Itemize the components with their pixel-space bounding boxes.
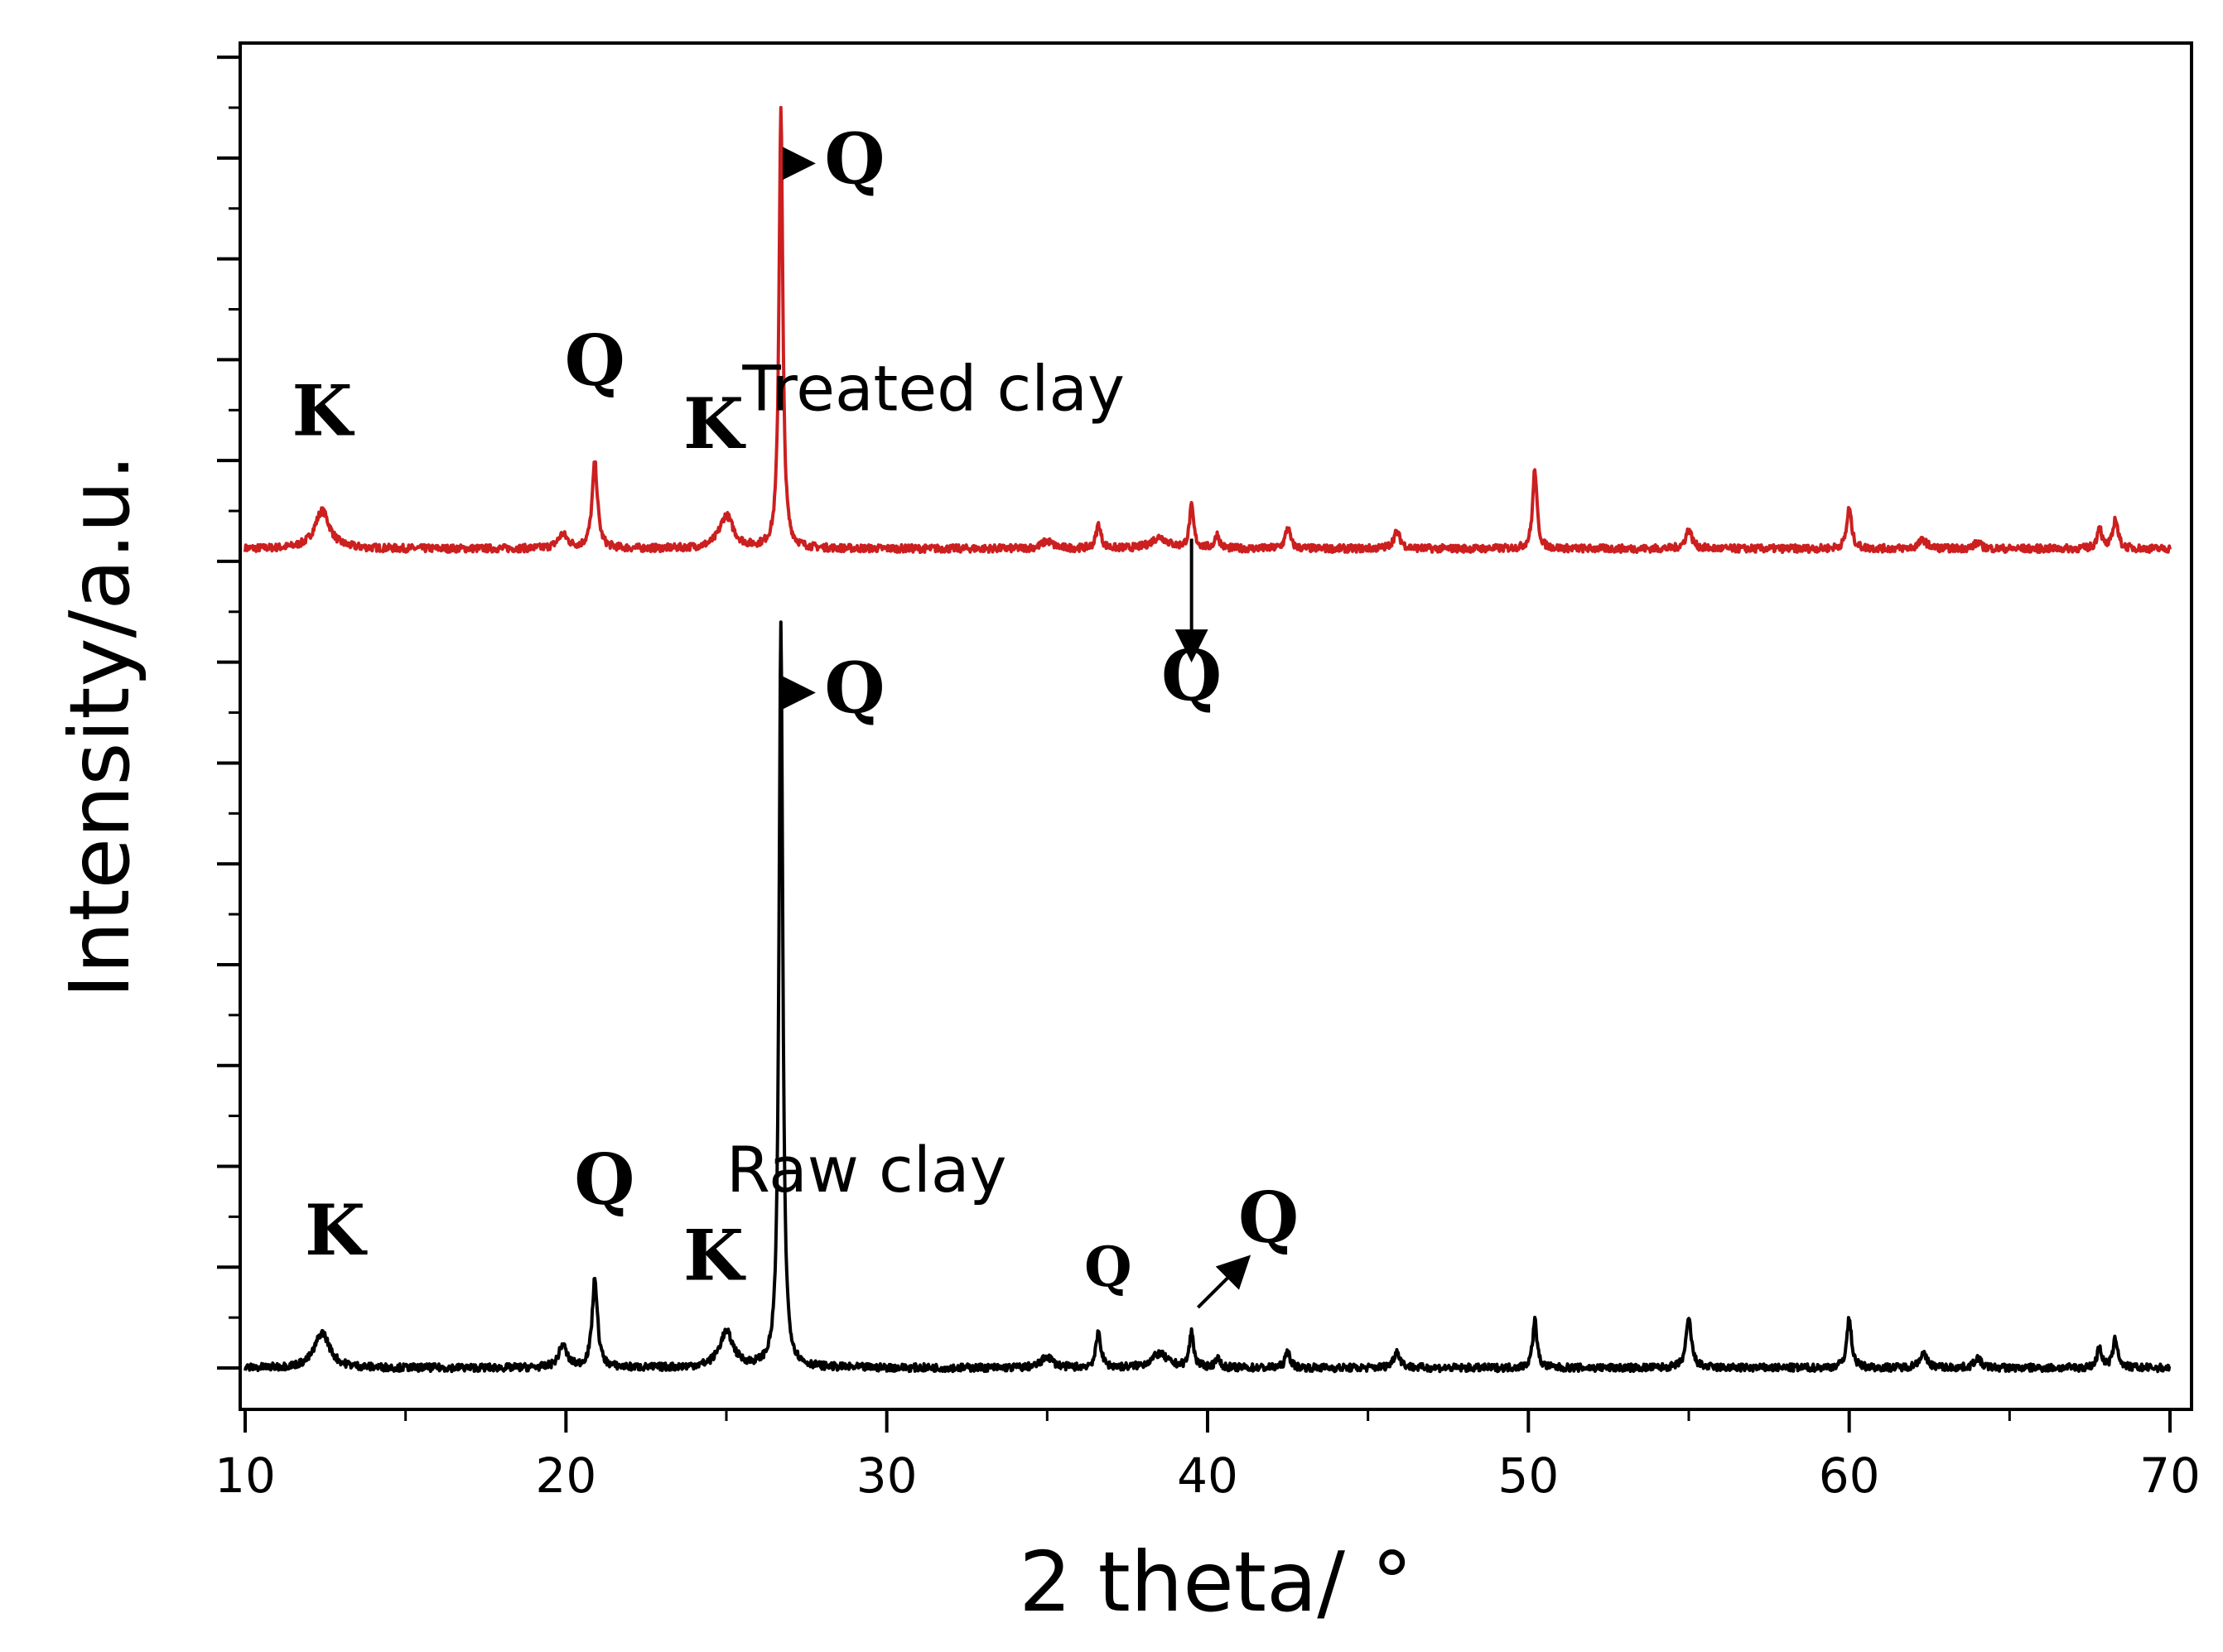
y-axis-title: Intensity/a.u. (51, 454, 148, 998)
peak-label-k: K (683, 1214, 746, 1296)
annotation-label-q: Q (1238, 1177, 1299, 1259)
annotation-label-q: Q (1161, 634, 1222, 716)
x-tick-label: 60 (1819, 1447, 1880, 1504)
annotation-arrow (1196, 1255, 1251, 1309)
raw-clay-title: Raw clay (726, 1133, 1006, 1206)
peak-label-k: K (305, 1189, 368, 1271)
raw-clay-trace (244, 620, 2172, 1374)
x-axis-title: 2 theta/ ° (1019, 1534, 1413, 1630)
x-tick-label: 40 (1177, 1447, 1238, 1504)
annotation-label-q: Q (824, 118, 885, 200)
series-group (244, 105, 2172, 1374)
arrow-annotations: Q Q Q Q (782, 118, 1299, 1309)
treated-clay-title: Treated clay (741, 351, 1125, 425)
x-tick-label: 30 (856, 1447, 918, 1504)
peak-label-q: Q (1084, 1235, 1132, 1299)
x-axis-ticks: 10 20 30 40 50 60 70 (215, 1409, 2201, 1504)
x-tick-label: 10 (215, 1447, 276, 1504)
peak-label-k: K (683, 383, 746, 465)
annotation-label-q: Q (824, 648, 885, 730)
x-tick-label: 50 (1497, 1447, 1559, 1504)
x-tick-label: 70 (2139, 1447, 2201, 1504)
x-tick-label: 20 (535, 1447, 596, 1504)
peak-label-k: K (292, 370, 354, 452)
peak-label-q: Q (574, 1139, 634, 1221)
treated-clay-trace (244, 105, 2172, 554)
peak-label-q: Q (565, 320, 625, 402)
y-axis-ticks (217, 55, 240, 1370)
plot-frame (239, 41, 2193, 1411)
